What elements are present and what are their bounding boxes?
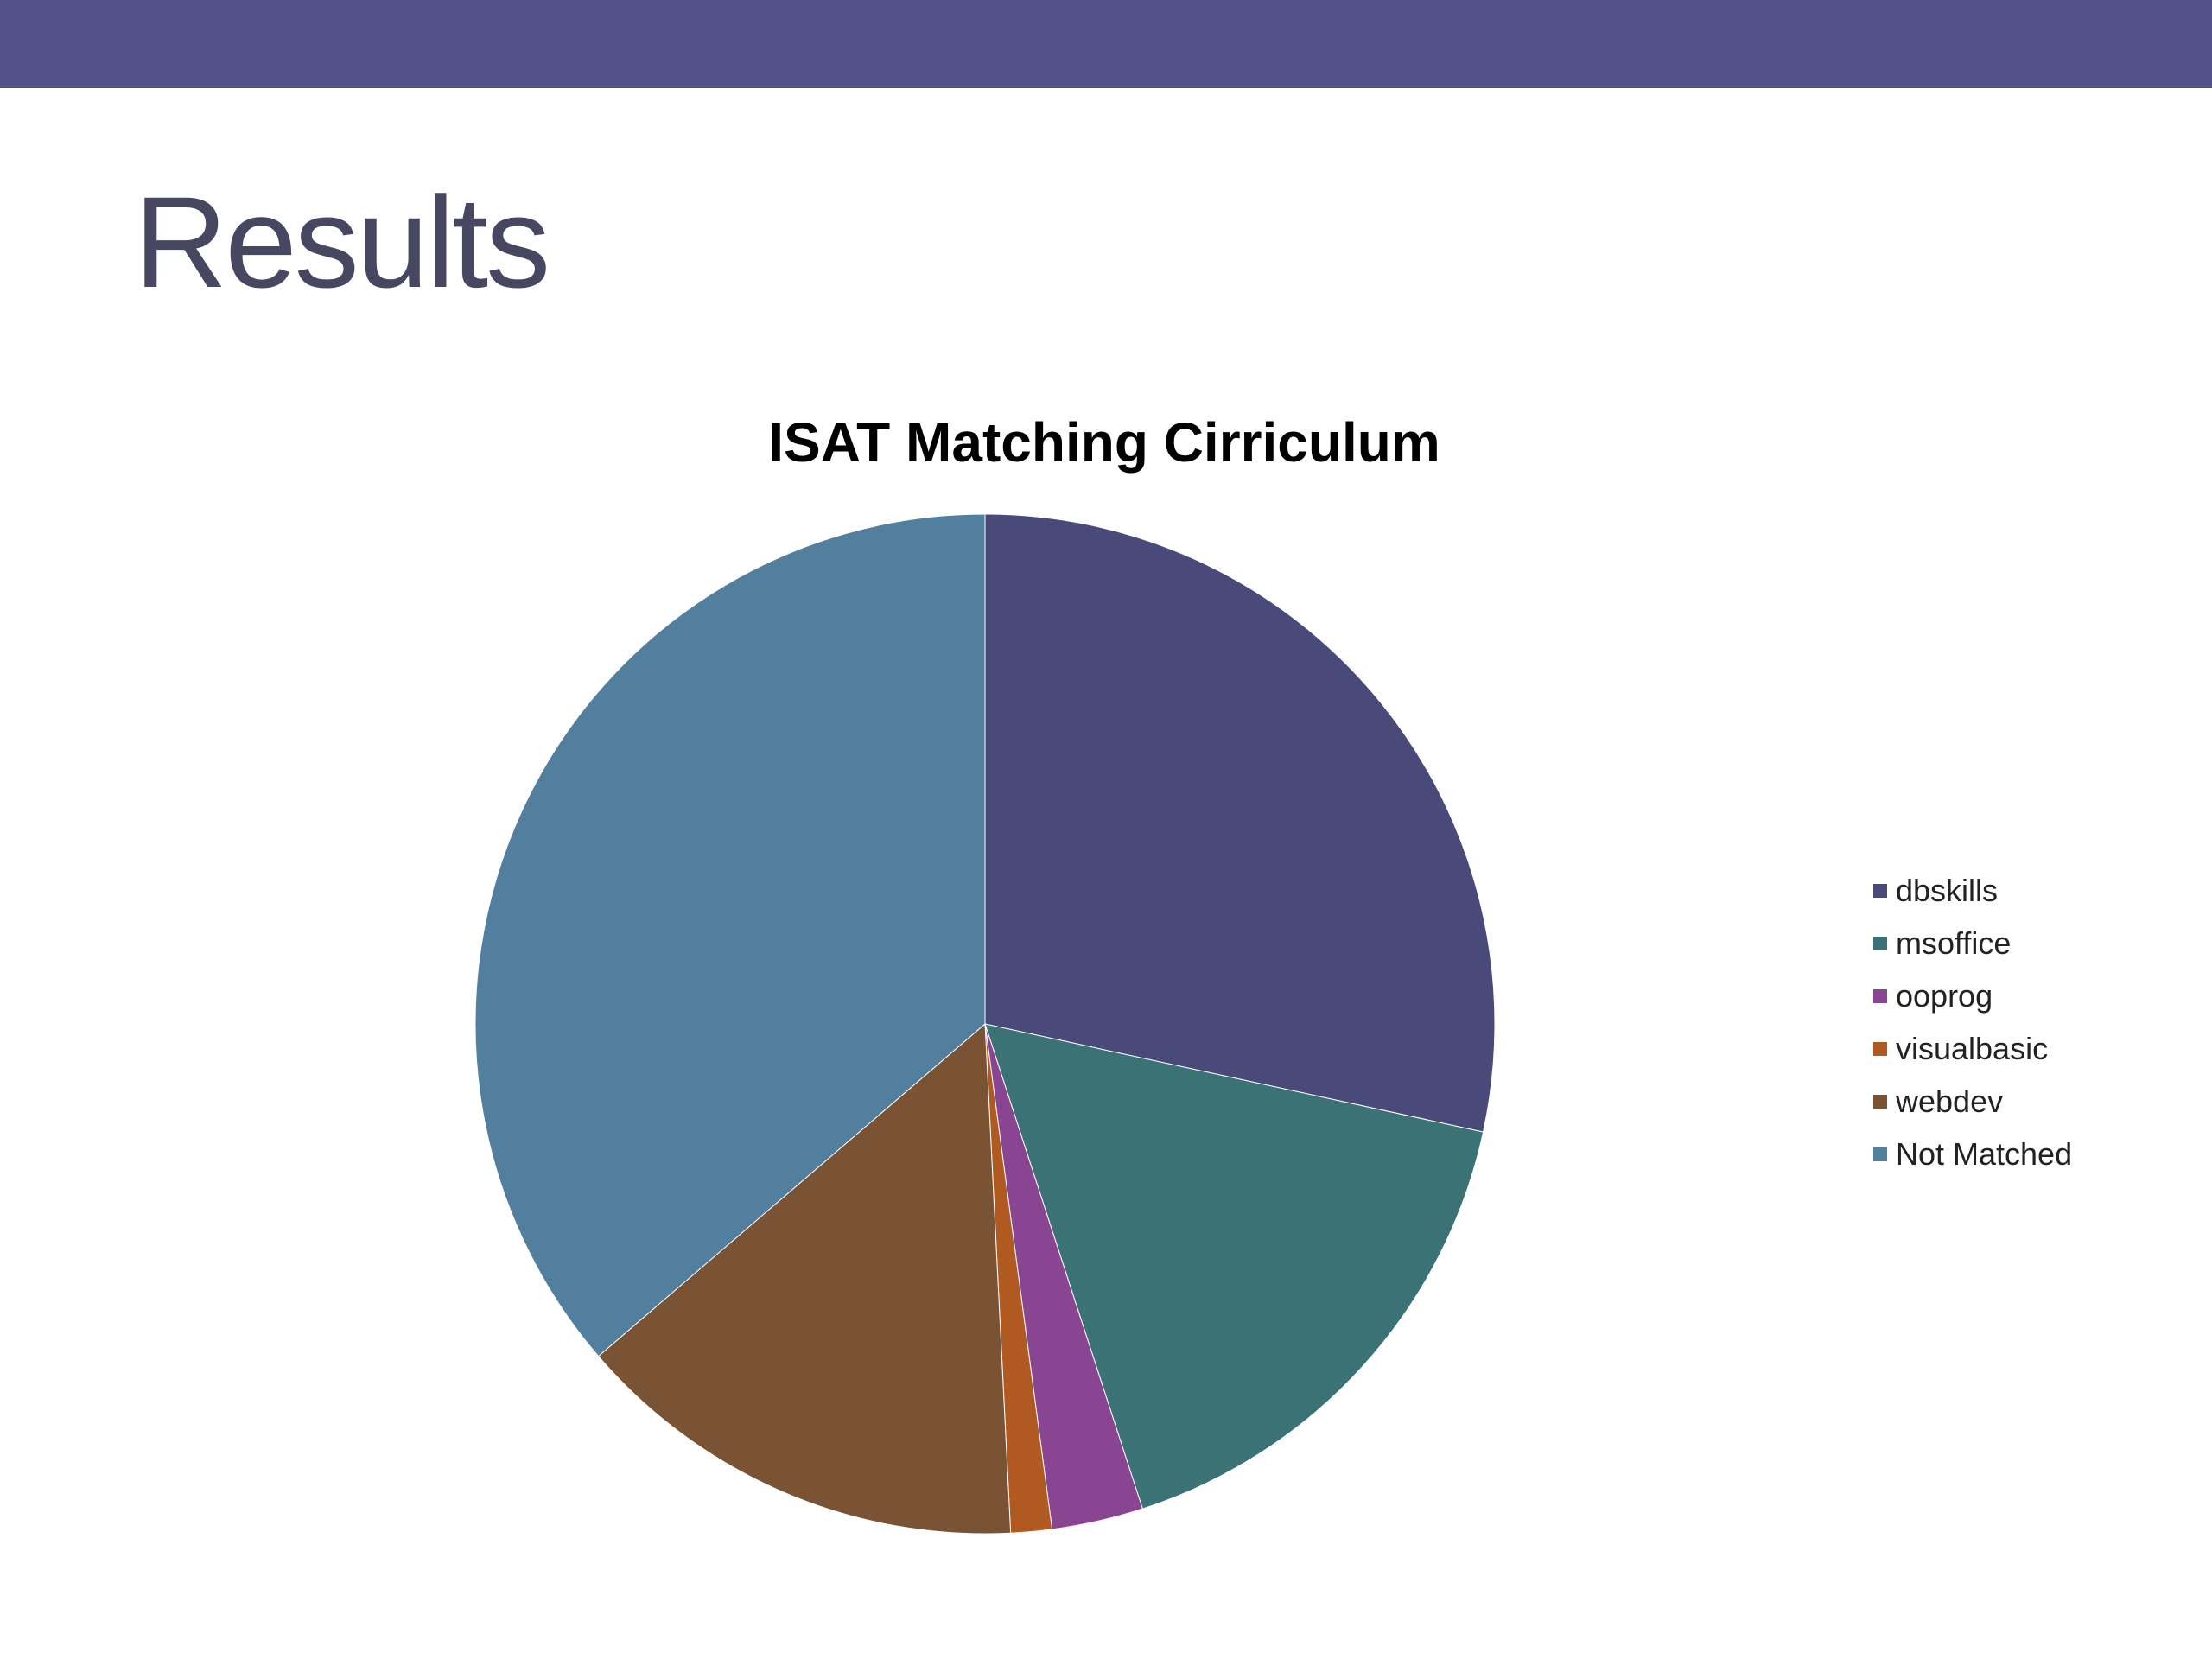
legend-swatch bbox=[1873, 989, 1887, 1003]
legend-item: ooprog bbox=[1873, 978, 1993, 1014]
legend-label: webdev bbox=[1895, 1084, 2003, 1119]
legend-swatch bbox=[1873, 937, 1887, 950]
legend-swatch bbox=[1873, 1095, 1887, 1109]
legend-item: webdev bbox=[1873, 1084, 2003, 1119]
legend-label: msoffice bbox=[1896, 925, 2011, 961]
pie-slice-dbskills bbox=[984, 513, 1496, 1133]
legend-item: Not Matched bbox=[1873, 1136, 2072, 1172]
pie-slice-msoffice bbox=[984, 1023, 1484, 1510]
top-bar bbox=[0, 0, 2212, 88]
legend-swatch bbox=[1873, 1147, 1887, 1161]
chart-legend: dbskills msoffice ooprog visualbasic webdev N… bbox=[1873, 873, 2072, 1172]
legend-item: visualbasic bbox=[1873, 1031, 2048, 1066]
legend-label: dbskills bbox=[1896, 873, 1998, 908]
slide-title: Results bbox=[134, 169, 550, 315]
legend-label: ooprog bbox=[1896, 978, 1993, 1014]
legend-swatch bbox=[1873, 1042, 1887, 1056]
legend-item: dbskills bbox=[1873, 873, 1998, 908]
legend-label: visualbasic bbox=[1896, 1031, 2048, 1066]
legend-item: msoffice bbox=[1873, 925, 2011, 961]
pie-slice-webdev bbox=[597, 1022, 1012, 1535]
chart-title: ISAT Matching Cirriculum bbox=[768, 411, 1440, 474]
legend-label: Not Matched bbox=[1896, 1136, 2072, 1172]
legend-swatch bbox=[1873, 884, 1887, 898]
pie-slice-not-matched bbox=[474, 513, 986, 1357]
pie-slices bbox=[474, 513, 1496, 1535]
